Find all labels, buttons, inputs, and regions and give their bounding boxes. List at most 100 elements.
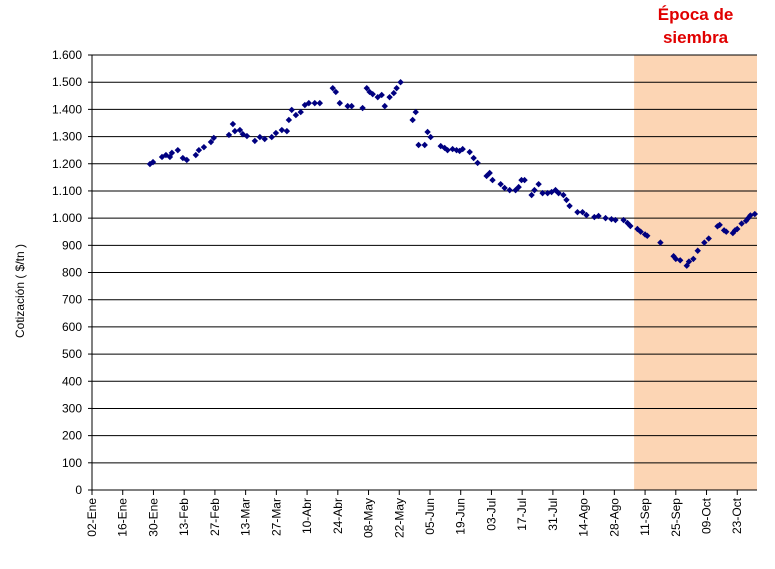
data-point xyxy=(637,228,644,235)
x-tick-label: 31-Jul xyxy=(546,498,560,531)
data-point xyxy=(701,239,708,246)
x-tick-label: 22-May xyxy=(392,498,406,538)
data-point xyxy=(714,223,721,230)
y-tick-label: 1.300 xyxy=(52,130,82,144)
data-point xyxy=(723,228,730,235)
x-tick-label: 27-Mar xyxy=(269,498,283,536)
data-point xyxy=(200,143,208,151)
data-point xyxy=(393,84,400,92)
data-point xyxy=(256,133,264,141)
data-point xyxy=(427,133,434,141)
y-tick-label: 1.100 xyxy=(52,184,82,198)
data-point xyxy=(627,222,634,230)
data-point xyxy=(583,211,590,219)
data-point xyxy=(344,102,351,110)
data-point xyxy=(566,202,573,210)
x-tick-label: 16-Ene xyxy=(116,498,130,537)
y-tick-label: 0 xyxy=(75,483,82,497)
x-tick-label: 09-Oct xyxy=(700,497,714,534)
y-tick-label: 1.400 xyxy=(52,102,82,116)
x-tick-label: 27-Feb xyxy=(208,498,222,536)
data-point xyxy=(624,219,631,227)
data-point xyxy=(506,186,513,194)
data-point xyxy=(729,229,737,237)
y-tick-label: 200 xyxy=(62,429,82,443)
data-point xyxy=(415,141,422,149)
y-tick-label: 300 xyxy=(62,401,82,415)
data-point xyxy=(528,191,535,199)
x-tick-label: 11-Sep xyxy=(638,498,652,536)
data-point xyxy=(602,214,609,222)
x-tick-label: 10-Abr xyxy=(300,498,314,534)
data-point xyxy=(579,208,586,216)
data-point xyxy=(288,106,295,114)
data-point xyxy=(634,225,641,233)
data-point xyxy=(747,212,754,219)
data-point xyxy=(207,138,215,146)
data-point xyxy=(731,227,739,234)
season-annotation: siembra xyxy=(663,28,729,47)
data-point xyxy=(742,217,750,225)
data-point xyxy=(535,180,542,188)
data-point xyxy=(397,78,404,86)
data-point xyxy=(278,126,286,134)
data-point xyxy=(192,151,200,159)
x-tick-label: 05-Jun xyxy=(423,498,437,535)
y-tick-label: 100 xyxy=(62,456,82,470)
y-axis-label: Cotización ( $/tn ) xyxy=(13,244,27,338)
data-point xyxy=(644,232,651,239)
data-point xyxy=(531,186,538,194)
data-point xyxy=(421,141,428,149)
data-point xyxy=(560,191,567,199)
data-point xyxy=(424,128,431,136)
y-tick-label: 1.600 xyxy=(52,48,82,62)
data-point xyxy=(683,262,690,269)
data-point xyxy=(620,216,627,224)
data-point xyxy=(369,90,376,98)
y-tick-label: 600 xyxy=(62,320,82,334)
data-point xyxy=(521,176,528,184)
data-point xyxy=(251,137,259,145)
data-point xyxy=(474,159,481,167)
data-point xyxy=(595,212,602,220)
data-point xyxy=(210,134,218,142)
data-point xyxy=(386,93,393,101)
data-point xyxy=(501,184,508,192)
data-point xyxy=(311,99,318,107)
data-point xyxy=(316,99,324,107)
data-point xyxy=(555,189,562,197)
data-point xyxy=(672,255,679,263)
data-point xyxy=(515,183,522,191)
x-tick-label: 03-Jul xyxy=(484,498,498,531)
data-point xyxy=(378,91,385,99)
x-tick-label: 08-May xyxy=(362,498,376,538)
data-point xyxy=(305,99,313,107)
data-point xyxy=(174,146,182,154)
data-point xyxy=(612,216,619,224)
data-point xyxy=(381,102,388,110)
data-point xyxy=(466,148,473,156)
data-point xyxy=(348,102,355,110)
x-tick-label: 24-Abr xyxy=(331,498,345,534)
y-tick-label: 1.200 xyxy=(52,157,82,171)
data-point xyxy=(641,231,649,238)
data-point xyxy=(539,189,546,197)
y-tick-label: 500 xyxy=(62,347,82,361)
data-point xyxy=(359,104,366,112)
data-point xyxy=(285,116,293,124)
data-point xyxy=(444,146,451,154)
data-point xyxy=(412,108,419,116)
data-point xyxy=(716,221,723,229)
data-point xyxy=(231,127,239,135)
data-point xyxy=(183,156,191,164)
data-point xyxy=(261,135,268,143)
data-point xyxy=(670,252,677,260)
data-point xyxy=(690,255,697,263)
data-point xyxy=(574,208,581,216)
y-tick-label: 1.500 xyxy=(52,75,82,89)
data-point xyxy=(489,176,496,184)
data-point xyxy=(179,154,187,162)
x-tick-label: 14-Ago xyxy=(577,498,591,537)
y-tick-label: 400 xyxy=(62,374,82,388)
